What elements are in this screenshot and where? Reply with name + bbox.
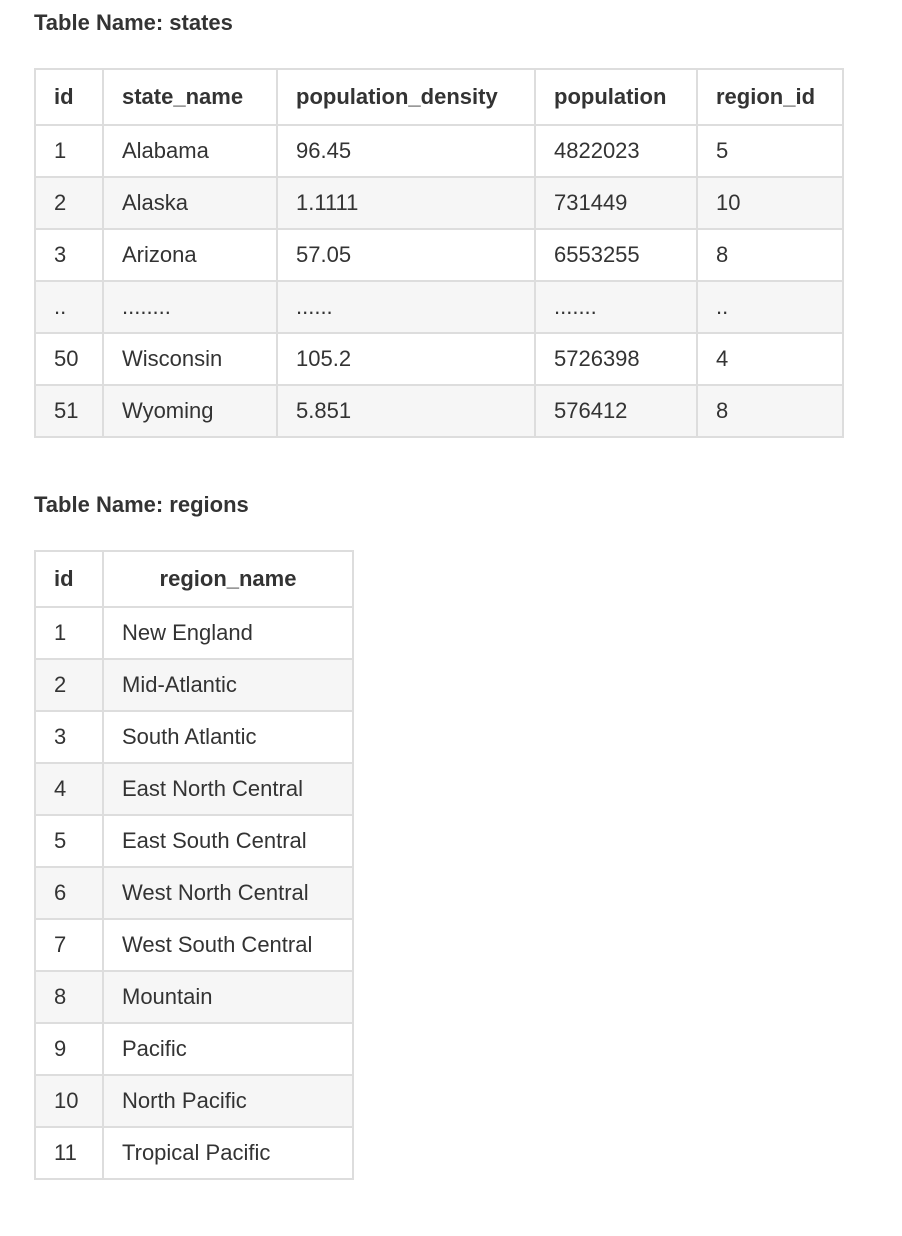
table-cell: 6 bbox=[34, 866, 104, 920]
table-cell: 8 bbox=[696, 384, 844, 438]
table-row: 2 Alaska 1.1111 731449 10 bbox=[34, 176, 844, 230]
table-cell: 11 bbox=[34, 1126, 104, 1180]
table-row: 10 North Pacific bbox=[34, 1074, 354, 1128]
table-row-ellipsis: .. ........ ...... ....... .. bbox=[34, 280, 844, 334]
table-cell: 5.851 bbox=[276, 384, 536, 438]
table-row: 5 East South Central bbox=[34, 814, 354, 868]
table-cell: 5 bbox=[696, 124, 844, 178]
table-cell: 2 bbox=[34, 176, 104, 230]
table-row: 9 Pacific bbox=[34, 1022, 354, 1076]
table-cell: 96.45 bbox=[276, 124, 536, 178]
table-cell: Mountain bbox=[102, 970, 354, 1024]
states-header-row: id state_name population_density populat… bbox=[34, 68, 844, 126]
table-cell: New England bbox=[102, 606, 354, 660]
table-row: 1 New England bbox=[34, 606, 354, 660]
table-cell: 57.05 bbox=[276, 228, 536, 282]
regions-table: id region_name 1 New England 2 Mid-Atlan… bbox=[34, 550, 354, 1180]
table-cell: 4 bbox=[696, 332, 844, 386]
table-cell: East North Central bbox=[102, 762, 354, 816]
table-cell: Alaska bbox=[102, 176, 278, 230]
table-cell: 2 bbox=[34, 658, 104, 712]
table-cell: .. bbox=[34, 280, 104, 334]
regions-header-id: id bbox=[34, 550, 104, 608]
table-cell: .. bbox=[696, 280, 844, 334]
table-cell: 10 bbox=[34, 1074, 104, 1128]
table-cell: Wyoming bbox=[102, 384, 278, 438]
table-cell: ...... bbox=[276, 280, 536, 334]
table-row: 2 Mid-Atlantic bbox=[34, 658, 354, 712]
table-cell: North Pacific bbox=[102, 1074, 354, 1128]
table-cell: Tropical Pacific bbox=[102, 1126, 354, 1180]
table-row: 3 South Atlantic bbox=[34, 710, 354, 764]
table-cell: 6553255 bbox=[534, 228, 698, 282]
table-cell: 576412 bbox=[534, 384, 698, 438]
states-header-id: id bbox=[34, 68, 104, 126]
table-row: 51 Wyoming 5.851 576412 8 bbox=[34, 384, 844, 438]
table-cell: 10 bbox=[696, 176, 844, 230]
states-table: id state_name population_density populat… bbox=[34, 68, 844, 438]
table-cell: Pacific bbox=[102, 1022, 354, 1076]
table-cell: 51 bbox=[34, 384, 104, 438]
table-cell: 105.2 bbox=[276, 332, 536, 386]
table-cell: West South Central bbox=[102, 918, 354, 972]
states-header-region-id: region_id bbox=[696, 68, 844, 126]
table-cell: 5726398 bbox=[534, 332, 698, 386]
table-row: 50 Wisconsin 105.2 5726398 4 bbox=[34, 332, 844, 386]
table-cell: 1 bbox=[34, 606, 104, 660]
table-cell: 3 bbox=[34, 228, 104, 282]
table-cell: 50 bbox=[34, 332, 104, 386]
table-cell: 8 bbox=[34, 970, 104, 1024]
table-cell: 9 bbox=[34, 1022, 104, 1076]
table-cell: 1.1111 bbox=[276, 176, 536, 230]
table-cell: 4822023 bbox=[534, 124, 698, 178]
table-row: 7 West South Central bbox=[34, 918, 354, 972]
states-header-state-name: state_name bbox=[102, 68, 278, 126]
states-header-population: population bbox=[534, 68, 698, 126]
table-row: 8 Mountain bbox=[34, 970, 354, 1024]
table-cell: 5 bbox=[34, 814, 104, 868]
table-cell: 3 bbox=[34, 710, 104, 764]
table-cell: Wisconsin bbox=[102, 332, 278, 386]
table-cell: 731449 bbox=[534, 176, 698, 230]
table-row: 3 Arizona 57.05 6553255 8 bbox=[34, 228, 844, 282]
regions-table-caption: Table Name: regions bbox=[34, 492, 249, 517]
table-cell: South Atlantic bbox=[102, 710, 354, 764]
table-cell: East South Central bbox=[102, 814, 354, 868]
regions-header-row: id region_name bbox=[34, 550, 354, 608]
table-cell: 8 bbox=[696, 228, 844, 282]
table-cell: West North Central bbox=[102, 866, 354, 920]
table-cell: ....... bbox=[534, 280, 698, 334]
table-cell: Mid-Atlantic bbox=[102, 658, 354, 712]
states-header-population-density: population_density bbox=[276, 68, 536, 126]
table-row: 1 Alabama 96.45 4822023 5 bbox=[34, 124, 844, 178]
table-cell: 4 bbox=[34, 762, 104, 816]
table-cell: ........ bbox=[102, 280, 278, 334]
table-cell: 7 bbox=[34, 918, 104, 972]
table-row: 11 Tropical Pacific bbox=[34, 1126, 354, 1180]
table-row: 6 West North Central bbox=[34, 866, 354, 920]
states-table-caption: Table Name: states bbox=[34, 10, 233, 35]
table-row: 4 East North Central bbox=[34, 762, 354, 816]
table-cell: 1 bbox=[34, 124, 104, 178]
table-cell: Alabama bbox=[102, 124, 278, 178]
regions-header-region-name: region_name bbox=[102, 550, 354, 608]
table-cell: Arizona bbox=[102, 228, 278, 282]
